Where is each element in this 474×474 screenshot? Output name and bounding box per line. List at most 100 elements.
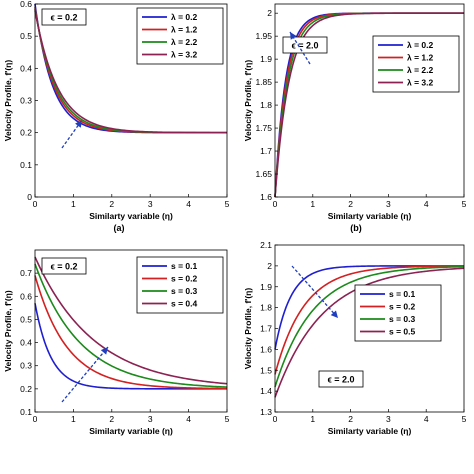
epsilon-annotation: ϵ = 0.2 <box>41 8 87 26</box>
x-tick-label: 3 <box>148 199 153 209</box>
trend-arrow-head <box>290 32 297 40</box>
annotation-text: ϵ = 2.0 <box>327 375 354 385</box>
y-axis-label: Velocity Profile, f'(η) <box>3 290 13 372</box>
plot-frame <box>274 3 465 198</box>
y-tick-label: 1.7 <box>260 324 272 334</box>
x-axis-label: Similarty variable (η) <box>328 426 412 436</box>
x-tick-label: 4 <box>186 199 191 209</box>
y-axis-label: Velocity Profile, f'(η) <box>243 288 253 370</box>
x-tick-label: 3 <box>148 414 153 424</box>
y-tick-label: 1.5 <box>260 365 272 375</box>
y-tick-label: 1.95 <box>255 31 272 41</box>
legend-label-3: s = 0.3 <box>171 286 198 296</box>
legend-label-3: λ = 2.2 <box>407 65 434 75</box>
x-tick-label: 2 <box>348 414 353 424</box>
x-tick-label: 1 <box>71 414 76 424</box>
y-tick-label: 2 <box>267 261 272 271</box>
legend-label-3: λ = 2.2 <box>171 37 198 47</box>
y-tick-label: 0.5 <box>20 314 32 324</box>
x-axis-label: Similarty variable (η) <box>89 426 173 436</box>
chart-panel-b: 0 1 2 3 4 5 1.6 1.65 1.7 1.75 1.8 1.85 1.9 1.95 2 Simil… <box>243 3 467 233</box>
legend-label-2: λ = 1.2 <box>171 25 198 35</box>
panel-caption: (b) <box>350 223 362 233</box>
x-axis-label: Similarty variable (η) <box>89 211 173 221</box>
y-axis-label: Velocity Profile, f'(η) <box>3 60 13 142</box>
x-tick-label: 0 <box>273 199 278 209</box>
y-tick-label: 1.85 <box>255 77 272 87</box>
annotation-box <box>318 370 364 388</box>
trend-arrow-head <box>330 310 338 318</box>
x-tick-label: 5 <box>225 414 230 424</box>
annotation-text: ϵ = 2.0 <box>291 41 318 51</box>
y-tick-label: 1.9 <box>260 282 272 292</box>
legend-label-1: s = 0.1 <box>171 261 198 271</box>
x-tick-label: 0 <box>273 414 278 424</box>
annotation-box <box>41 8 87 26</box>
legend: λ = 0.2 λ = 1.2 λ = 2.2 λ = 3.2 <box>136 7 224 65</box>
series-line-4 <box>274 12 464 198</box>
legend: s = 0.1 s = 0.2 s = 0.3 s = 0.4 <box>136 256 224 314</box>
legend-label-2: λ = 1.2 <box>407 53 434 63</box>
y-tick-label: 0.3 <box>20 96 32 106</box>
chart-panel-d: 0 1 2 3 4 5 1.3 1.4 1.5 1.6 1.7 1.8 1.9 2 2.1 Similarty… <box>243 240 467 436</box>
panel-caption: (a) <box>114 223 125 233</box>
x-tick-label: 2 <box>109 414 114 424</box>
x-tick-label: 4 <box>424 199 429 209</box>
y-axis-label: Velocity Profile, f'(η) <box>243 60 253 142</box>
y-tick-label: 1.8 <box>260 100 272 110</box>
y-tick-label: 1.9 <box>260 54 272 64</box>
legend-label-1: s = 0.1 <box>389 289 416 299</box>
legend-label-4: s = 0.5 <box>389 327 416 337</box>
y-tick-label: 0.3 <box>20 361 32 371</box>
legend-label-4: λ = 3.2 <box>407 78 434 88</box>
series-line-4 <box>34 10 227 134</box>
x-tick-label: 4 <box>424 414 429 424</box>
x-tick-label: 0 <box>33 199 38 209</box>
y-tick-label: 1.65 <box>255 169 272 179</box>
trend-arrow-shaft <box>61 346 109 403</box>
annotation-box <box>282 36 328 54</box>
chart-panel-c: 0 1 2 3 4 5 0.1 0.2 0.3 0.4 0.5 0.6 0.7 Similarty var… <box>3 249 230 436</box>
series-line-2 <box>274 265 465 375</box>
y-tick-label: 1.3 <box>260 407 272 417</box>
y-tick-label: 2 <box>267 8 272 18</box>
y-tick-label: 0.4 <box>20 63 32 73</box>
series-line-3 <box>34 263 228 388</box>
series-line-1 <box>34 303 227 390</box>
x-tick-label: 1 <box>310 414 315 424</box>
epsilon-annotation: ϵ = 2.0 <box>318 370 364 388</box>
y-tick-label: 1.75 <box>255 123 272 133</box>
trend-arrow-shaft <box>61 119 83 149</box>
legend: λ = 0.2 λ = 1.2 λ = 2.2 λ = 3.2 <box>372 35 460 93</box>
x-tick-label: 1 <box>71 199 76 209</box>
y-tick-label: 0 <box>27 192 32 202</box>
chart-panel-a: 0 1 2 3 4 5 0 0.1 0.2 0.3 0.4 0.5 0.6 Similarty varia… <box>3 0 230 233</box>
y-tick-label: 1.8 <box>260 303 272 313</box>
annotation-text: ϵ = 0.2 <box>50 13 77 23</box>
x-tick-label: 0 <box>33 414 38 424</box>
series-line-2 <box>34 275 228 390</box>
x-axis-label: Similarty variable (η) <box>328 211 412 221</box>
y-tick-label: 0.7 <box>20 268 32 278</box>
x-tick-label: 5 <box>225 199 230 209</box>
y-tick-label: 0.6 <box>20 0 32 9</box>
y-tick-label: 0.1 <box>20 407 32 417</box>
x-tick-label: 3 <box>386 199 391 209</box>
y-tick-label: 0.1 <box>20 160 32 170</box>
y-tick-label: 2.1 <box>260 240 272 250</box>
trend-arrow-head <box>100 347 108 355</box>
x-tick-label: 2 <box>109 199 114 209</box>
x-tick-label: 4 <box>186 414 191 424</box>
x-tick-label: 5 <box>462 414 467 424</box>
y-tick-label: 1.6 <box>260 344 272 354</box>
legend-label-1: λ = 0.2 <box>407 40 434 50</box>
series-line-4 <box>274 267 465 398</box>
y-tick-label: 1.7 <box>260 146 272 156</box>
y-tick-label: 1.6 <box>260 192 272 202</box>
annotation-text: ϵ = 0.2 <box>50 262 77 272</box>
plot-frame <box>34 249 228 413</box>
legend: s = 0.1 s = 0.2 s = 0.3 s = 0.5 <box>354 284 442 342</box>
trend-arrow-head <box>75 120 82 128</box>
y-tick-label: 0.6 <box>20 291 32 301</box>
